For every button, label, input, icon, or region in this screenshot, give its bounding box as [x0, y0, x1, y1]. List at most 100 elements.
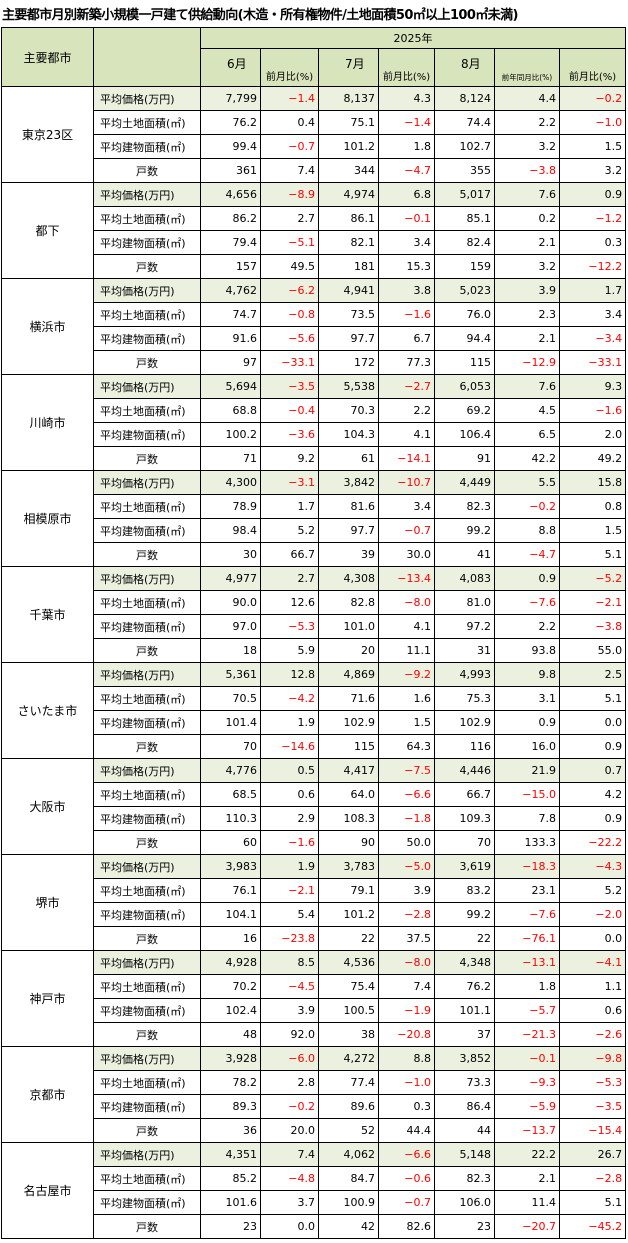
value-cell: 4,300	[200, 470, 261, 495]
value-cell: 102.9	[434, 710, 495, 735]
value-cell: 99.2	[434, 518, 495, 543]
value-cell: 49.2	[558, 446, 627, 471]
value-cell: −4.7	[494, 542, 560, 567]
value-cell: 7.4	[378, 974, 435, 999]
value-cell: 3.9	[494, 278, 560, 303]
value-cell: −20.7	[494, 1214, 560, 1239]
value-cell: 75.3	[434, 686, 495, 711]
value-cell: 37	[434, 1022, 495, 1047]
value-cell: −0.1	[494, 1046, 560, 1071]
value-cell: 9.2	[260, 446, 319, 471]
value-cell: 91	[434, 446, 495, 471]
table-row: 平均土地面積(㎡) 76.1 −2.1 79.1 3.9 83.2 23.1 5.2	[2, 878, 627, 903]
value-cell: 0.9	[558, 806, 627, 831]
value-cell: 101.2	[318, 134, 379, 159]
value-cell: −5.0	[378, 854, 435, 879]
value-cell: 66.7	[434, 782, 495, 807]
value-cell: 0.6	[558, 998, 627, 1023]
value-cell: 115	[434, 350, 495, 375]
metric-label: 平均建物面積(㎡)	[93, 1094, 201, 1119]
value-cell: 4.2	[558, 782, 627, 807]
metric-label: 平均建物面積(㎡)	[93, 1190, 201, 1215]
value-cell: 101.2	[318, 902, 379, 927]
table-row: 戸数 16 −23.8 22 37.5 22 −76.1 0.0	[2, 926, 627, 951]
value-cell: 75.4	[318, 974, 379, 999]
value-cell: −1.6	[558, 398, 627, 423]
value-cell: 81.0	[434, 590, 495, 615]
table-row: 平均土地面積(㎡) 70.5 −4.2 71.6 1.6 75.3 3.1 5.1	[2, 686, 627, 711]
value-cell: 55.0	[558, 638, 627, 663]
value-cell: 5.2	[260, 518, 319, 543]
value-cell: 4,993	[434, 662, 495, 687]
value-cell: 106.0	[434, 1190, 495, 1215]
metric-label: 平均建物面積(㎡)	[93, 998, 201, 1023]
metric-label: 平均価格(万円)	[93, 1142, 201, 1167]
value-cell: 101.0	[318, 614, 379, 639]
value-cell: 16.0	[494, 734, 560, 759]
value-cell: 5,361	[200, 662, 261, 687]
value-cell: −13.7	[494, 1118, 560, 1143]
value-cell: 52	[318, 1118, 379, 1143]
value-cell: 1.5	[378, 710, 435, 735]
value-cell: −4.2	[260, 686, 319, 711]
value-cell: −5.1	[260, 230, 319, 255]
city-name: 横浜市	[1, 278, 94, 375]
city-name: 大阪市	[1, 758, 94, 855]
value-cell: −0.7	[378, 1190, 435, 1215]
value-cell: −5.9	[494, 1094, 560, 1119]
value-cell: 75.1	[318, 110, 379, 135]
value-cell: 90	[318, 830, 379, 855]
table-row: 平均建物面積(㎡) 97.0 −5.3 101.0 4.1 97.2 2.2 −3.8	[2, 614, 627, 639]
value-cell: 5.1	[558, 542, 627, 567]
value-cell: 76.2	[200, 110, 261, 135]
value-cell: 89.3	[200, 1094, 261, 1119]
value-cell: 60	[200, 830, 261, 855]
value-cell: 68.8	[200, 398, 261, 423]
metric-label: 平均価格(万円)	[93, 758, 201, 783]
metric-label: 平均価格(万円)	[93, 278, 201, 303]
value-cell: −1.2	[558, 206, 627, 231]
city-name: さいたま市	[1, 662, 94, 759]
value-cell: −1.9	[378, 998, 435, 1023]
value-cell: 0.9	[558, 182, 627, 207]
metric-label: 平均土地面積(㎡)	[93, 494, 201, 519]
value-cell: 8,124	[434, 86, 495, 111]
value-cell: 69.2	[434, 398, 495, 423]
value-cell: 15.3	[378, 254, 435, 279]
value-cell: 90.0	[200, 590, 261, 615]
metric-column-header	[93, 27, 201, 87]
value-cell: 85.2	[200, 1166, 261, 1191]
value-cell: 9.8	[494, 662, 560, 687]
value-cell: 7.4	[260, 1142, 319, 1167]
value-cell: 4,869	[318, 662, 379, 687]
value-cell: 97.2	[434, 614, 495, 639]
value-cell: 0.8	[558, 494, 627, 519]
value-cell: 1.7	[558, 278, 627, 303]
value-cell: 4.4	[494, 86, 560, 111]
value-cell: −4.7	[378, 158, 435, 183]
value-cell: 3.8	[378, 278, 435, 303]
value-cell: 6.8	[378, 182, 435, 207]
value-cell: −0.2	[494, 494, 560, 519]
value-cell: 0.0	[558, 710, 627, 735]
value-cell: 66.7	[260, 542, 319, 567]
value-cell: −20.8	[378, 1022, 435, 1047]
value-cell: 2.1	[494, 1166, 560, 1191]
month-header-august: 8月	[434, 48, 495, 87]
value-cell: −9.3	[494, 1070, 560, 1095]
value-cell: 108.3	[318, 806, 379, 831]
table-row: 平均土地面積(㎡) 78.9 1.7 81.6 3.4 82.3 −0.2 0.8	[2, 494, 627, 519]
value-cell: 31	[434, 638, 495, 663]
value-cell: 100.9	[318, 1190, 379, 1215]
value-cell: 102.4	[200, 998, 261, 1023]
value-cell: 93.8	[494, 638, 560, 663]
metric-label: 戸数	[93, 1118, 201, 1143]
value-cell: 101.6	[200, 1190, 261, 1215]
value-cell: 5.2	[558, 878, 627, 903]
value-cell: 3,619	[434, 854, 495, 879]
value-cell: −1.6	[260, 830, 319, 855]
mom-header-july: 前月比(%)	[378, 48, 435, 87]
value-cell: 44.4	[378, 1118, 435, 1143]
value-cell: 44	[434, 1118, 495, 1143]
value-cell: 74.7	[200, 302, 261, 327]
